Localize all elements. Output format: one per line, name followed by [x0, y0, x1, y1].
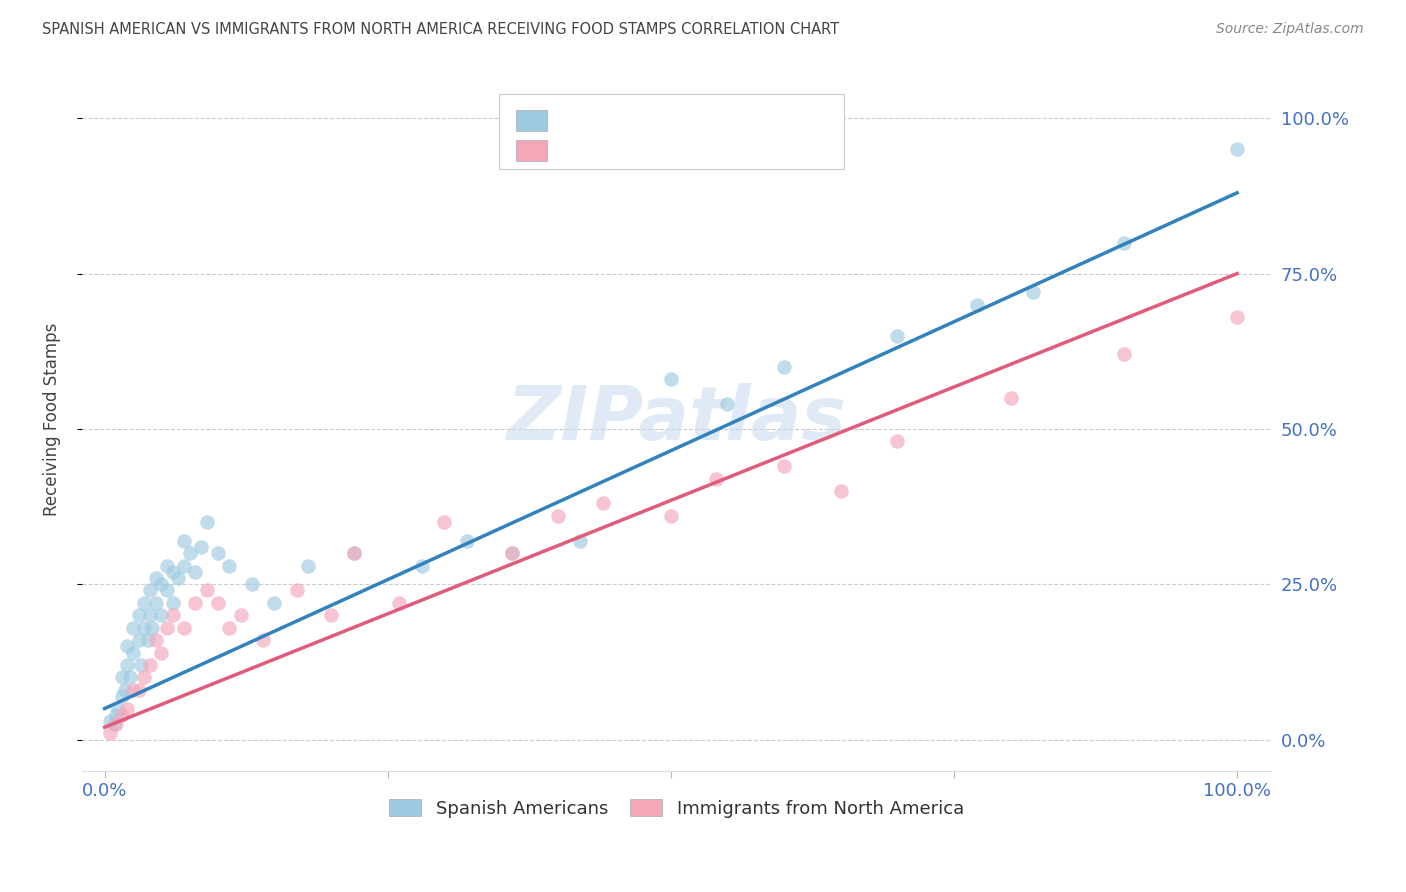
Point [343, 546, 366, 560]
Point [319, 608, 342, 623]
Point [122, 621, 145, 635]
Text: ZIPatlas: ZIPatlas [506, 383, 846, 456]
Point [173, 533, 195, 548]
Point [285, 583, 308, 598]
Point [190, 540, 212, 554]
Point [1112, 235, 1135, 250]
Point [388, 596, 411, 610]
Point [886, 328, 908, 343]
Point [195, 583, 218, 598]
Point [704, 472, 727, 486]
Point [179, 546, 201, 560]
Point [1112, 347, 1135, 361]
Point [117, 640, 139, 654]
Point [411, 558, 433, 573]
Point [297, 558, 319, 573]
Point [110, 689, 132, 703]
Point [129, 658, 152, 673]
Text: SPANISH AMERICAN VS IMMIGRANTS FROM NORTH AMERICA RECEIVING FOOD STAMPS CORRELAT: SPANISH AMERICAN VS IMMIGRANTS FROM NORT… [42, 22, 839, 37]
Point [659, 372, 682, 386]
Text: N = 54: N = 54 [683, 110, 751, 128]
Point [114, 682, 136, 697]
Point [134, 671, 156, 685]
Point [207, 596, 229, 610]
Point [547, 508, 569, 523]
Point [343, 546, 366, 560]
Point [263, 596, 285, 610]
Point [150, 577, 173, 591]
Y-axis label: Receiving Food Stamps: Receiving Food Stamps [44, 323, 60, 516]
Point [162, 608, 184, 623]
Point [98, 726, 121, 740]
Point [103, 717, 125, 731]
Point [145, 571, 167, 585]
Point [1022, 285, 1045, 300]
Point [156, 621, 179, 635]
Point [830, 484, 852, 499]
Point [134, 621, 156, 635]
Point [118, 671, 141, 685]
Point [110, 671, 132, 685]
Point [252, 633, 274, 648]
Point [150, 646, 173, 660]
Point [229, 608, 252, 623]
Point [156, 558, 179, 573]
Point [136, 633, 159, 648]
Point [1226, 310, 1249, 324]
Point [195, 515, 218, 529]
Point [966, 298, 988, 312]
Point [167, 571, 190, 585]
Point [134, 596, 156, 610]
Point [218, 558, 240, 573]
Point [104, 717, 127, 731]
Point [886, 434, 908, 449]
Point [184, 565, 207, 579]
Point [117, 658, 139, 673]
Text: R = 0.779: R = 0.779 [564, 110, 654, 128]
Point [162, 565, 184, 579]
Point [433, 515, 456, 529]
Point [107, 701, 129, 715]
Point [207, 546, 229, 560]
Point [1226, 142, 1249, 156]
Point [659, 508, 682, 523]
Point [128, 608, 150, 623]
Point [592, 496, 614, 510]
Point [773, 359, 796, 374]
Point [162, 596, 184, 610]
Legend: Spanish Americans, Immigrants from North America: Spanish Americans, Immigrants from North… [381, 792, 972, 825]
Point [184, 596, 207, 610]
Point [145, 596, 167, 610]
Point [218, 621, 240, 635]
Point [150, 608, 173, 623]
Point [122, 646, 145, 660]
Point [139, 608, 162, 623]
Point [501, 546, 523, 560]
Point [716, 397, 738, 411]
Text: R = 0.814: R = 0.814 [564, 140, 654, 158]
Point [128, 633, 150, 648]
Point [141, 621, 163, 635]
Point [110, 707, 132, 722]
Point [98, 714, 121, 728]
Point [128, 682, 150, 697]
Text: Source: ZipAtlas.com: Source: ZipAtlas.com [1216, 22, 1364, 37]
Point [139, 658, 162, 673]
Point [145, 633, 167, 648]
Text: N = 35: N = 35 [683, 140, 751, 158]
Point [173, 558, 195, 573]
Point [456, 533, 478, 548]
Point [122, 682, 145, 697]
Point [501, 546, 523, 560]
Point [569, 533, 592, 548]
Point [173, 621, 195, 635]
Point [117, 701, 139, 715]
Point [139, 583, 162, 598]
Point [104, 707, 127, 722]
Point [240, 577, 263, 591]
Point [773, 459, 796, 474]
Point [156, 583, 179, 598]
Point [1000, 391, 1022, 405]
